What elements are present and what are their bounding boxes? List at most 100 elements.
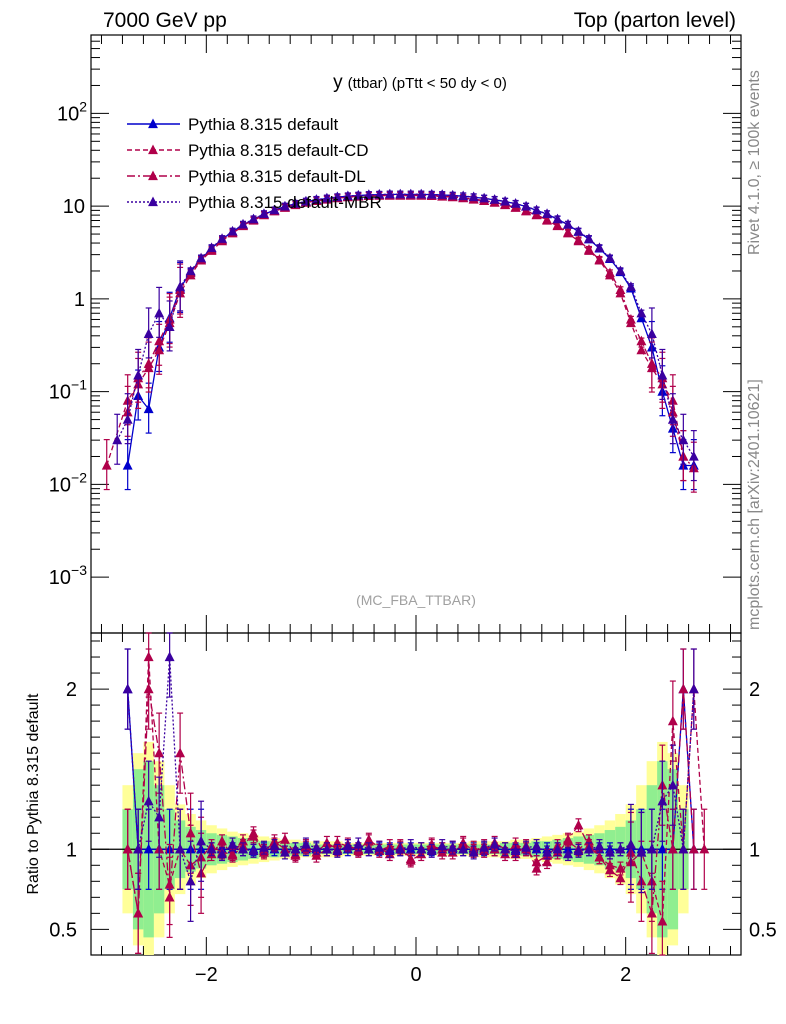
ratio-panel: 0.5 0.5 1 1 2 2 −2 0 2 Ratio to Pythia 8.315 def…: [25, 632, 777, 986]
ratio-point-mbr: [332, 845, 343, 855]
ratio-point-dl: [646, 907, 657, 918]
main-point-mbr: [154, 307, 165, 318]
main-point-mbr: [646, 328, 657, 338]
ratio-ytick-label: 2: [66, 679, 77, 701]
main-point-mbr: [489, 194, 500, 204]
ratio-point-cd: [699, 843, 710, 854]
main-point-mbr: [259, 208, 269, 219]
main-point-dl: [143, 358, 154, 368]
ratio-point-dl: [227, 850, 238, 860]
main-point-mbr: [384, 188, 395, 199]
process-label: Top (parton level): [574, 9, 736, 32]
ratio-point-mbr: [531, 840, 542, 851]
main-ytick-label: 1: [74, 289, 85, 311]
tick-base: 10: [63, 196, 85, 218]
ratio-point-mbr: [133, 843, 144, 854]
ratio-point-mbr: [573, 845, 584, 855]
main-point-mbr: [353, 189, 364, 200]
ratio-point-mbr: [479, 842, 490, 852]
tick-base: 10: [49, 382, 71, 404]
main-point-mbr: [615, 265, 626, 276]
ratio-ylabel: Ratio to Pythia 8.315 default: [25, 693, 42, 895]
tick-base: 10: [57, 103, 79, 125]
main-point-mbr: [143, 328, 154, 338]
main-ytick-label: 10−3: [49, 562, 87, 589]
mcplots-label: mcplots.cern.ch [arXiv:2401.10621]: [746, 379, 763, 630]
ratio-point-dl: [363, 834, 374, 844]
main-point-mbr: [300, 195, 311, 206]
main-ytick-label: 102: [57, 98, 87, 125]
main-point-mbr: [625, 281, 636, 291]
ratio-point-mbr: [154, 811, 165, 822]
main-point-mbr: [217, 233, 227, 243]
ratio-point-mbr: [342, 840, 353, 851]
tick-base: 10: [49, 567, 71, 589]
main-point-dl: [625, 313, 636, 324]
main-series-mbr: [112, 188, 699, 482]
main-point-mbr: [447, 189, 458, 200]
main-point-dl: [573, 234, 584, 245]
xtick-label: 2: [620, 964, 631, 986]
main-point-mbr: [206, 242, 217, 252]
tick-base: 10: [49, 474, 71, 496]
main-point-mbr: [657, 369, 668, 380]
ratio-point-default: [657, 843, 668, 854]
main-title: y (ttbar) (pTtt < 50 dy < 0): [333, 72, 507, 93]
ratio-point-mbr: [405, 840, 416, 851]
ratio-point-mbr: [353, 838, 364, 849]
ratio-point-cd: [280, 834, 290, 844]
ratio-point-dl: [122, 843, 133, 854]
ratio-ytick-label: 0.5: [49, 919, 77, 941]
main-point-mbr: [468, 191, 479, 202]
legend-label-cd: Pythia 8.315 default-CD: [188, 141, 369, 160]
ratio-point-dl: [678, 683, 689, 694]
main-point-dl: [615, 284, 626, 295]
ratio-point-mbr: [678, 843, 689, 854]
ratio-point-mbr: [238, 843, 248, 854]
main-point-mbr: [363, 189, 374, 199]
main-ytick-label: 10−2: [49, 469, 87, 496]
main-point-mbr: [563, 218, 573, 229]
main-series-dl: [122, 189, 699, 493]
main-point-dl: [552, 219, 563, 230]
ratio-point-default: [143, 843, 154, 854]
ratio-point-mbr: [563, 848, 573, 859]
ratio-point-mbr: [217, 848, 227, 859]
main-point-mbr: [248, 213, 259, 224]
ratio-point-dl: [175, 747, 186, 758]
main-point-mbr: [542, 208, 552, 219]
legend-marker-mbr: [148, 196, 158, 207]
ratio-point-dl: [133, 907, 144, 918]
ratio-point-mbr: [374, 842, 385, 852]
ratio-point-mbr: [458, 843, 469, 854]
ratio-point-mbr: [625, 838, 636, 849]
legend-marker-cd: [148, 144, 158, 155]
main-point-mbr: [280, 200, 290, 211]
ratio-point-mbr: [206, 843, 217, 854]
tick-base: 1: [74, 289, 85, 311]
main-point-mbr: [122, 414, 133, 424]
main-point-mbr: [678, 434, 689, 445]
ratio-point-mbr: [269, 840, 280, 851]
legend: Pythia 8.315 default Pythia 8.315 default…: [127, 115, 382, 212]
main-line-default: [127, 193, 694, 467]
main-point-mbr: [395, 188, 406, 199]
ratio-point-dl: [426, 838, 437, 849]
main-point-mbr: [584, 233, 594, 243]
ratio-point-mbr: [363, 843, 374, 854]
ratio-point-mbr: [426, 845, 437, 855]
main-point-mbr: [458, 190, 469, 201]
ratio-point-dl: [458, 837, 469, 847]
main-point-mbr: [175, 281, 186, 291]
ratio-point-mbr: [489, 838, 500, 849]
main-point-mbr: [290, 198, 301, 208]
watermark: (MC_FBA_TTBAR): [356, 592, 476, 608]
legend-label-default: Pythia 8.315 default: [188, 115, 339, 134]
tick-exponent: −1: [71, 377, 87, 393]
main-point-mbr: [636, 307, 647, 318]
main-point-mbr: [605, 252, 615, 263]
ratio-point-dl: [217, 835, 227, 846]
main-point-mbr: [552, 213, 563, 224]
ratio-point-mbr: [552, 843, 563, 854]
